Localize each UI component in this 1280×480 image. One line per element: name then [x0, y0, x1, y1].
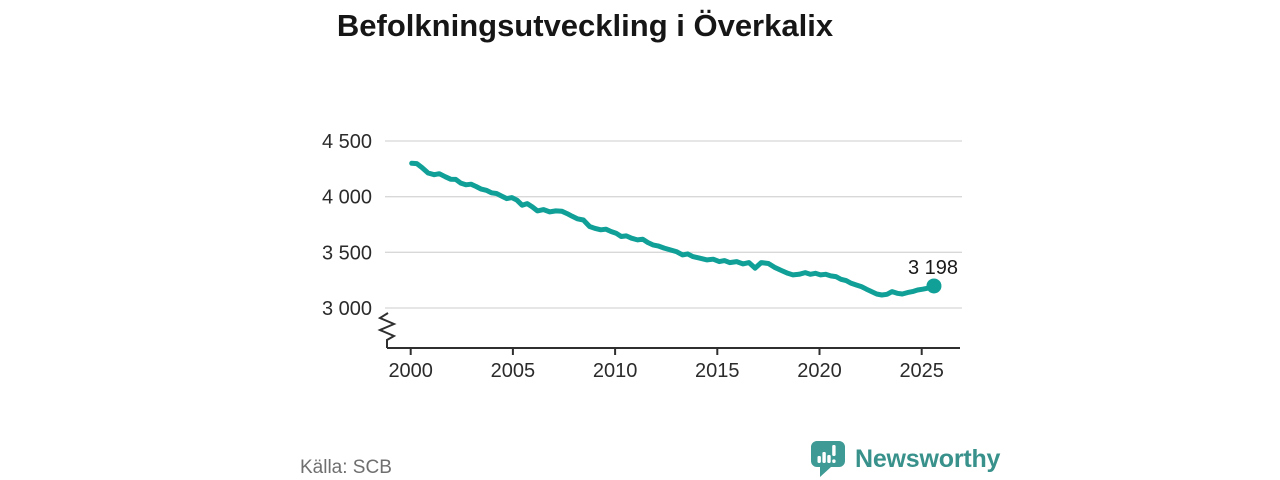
chart-title: Befolkningsutveckling i Överkalix	[336, 8, 834, 43]
y-axis-tick-label: 3 500	[322, 242, 372, 264]
x-axis-tick-label: 2010	[593, 360, 638, 382]
y-axis-tick-label: 4 000	[322, 187, 372, 209]
population-line-chart: 4 500 4 000 3 500 3 000 2000 2005 2010 2015 2020…	[322, 131, 962, 382]
x-axis-tick-label: 2020	[797, 360, 842, 382]
end-point-marker	[926, 278, 942, 294]
x-axis-tick-label: 2015	[695, 360, 740, 382]
newsworthy-wordmark: Newsworthy	[855, 444, 1001, 473]
x-axis-tick-label: 2000	[388, 360, 433, 382]
y-axis-tick-label: 3 000	[322, 298, 372, 320]
end-point-value-label: 3 198	[908, 257, 958, 279]
source-note: Källa: SCB	[300, 457, 392, 478]
y-axis-tick-label: 4 500	[322, 131, 372, 153]
population-line-series	[409, 160, 937, 298]
y-axis-break-icon	[377, 312, 397, 348]
x-axis-tick-label: 2025	[899, 360, 944, 382]
x-axis-tick-label: 2005	[491, 360, 536, 382]
newsworthy-logo-icon	[811, 441, 845, 477]
newsworthy-branding: Newsworthy	[810, 440, 1000, 478]
